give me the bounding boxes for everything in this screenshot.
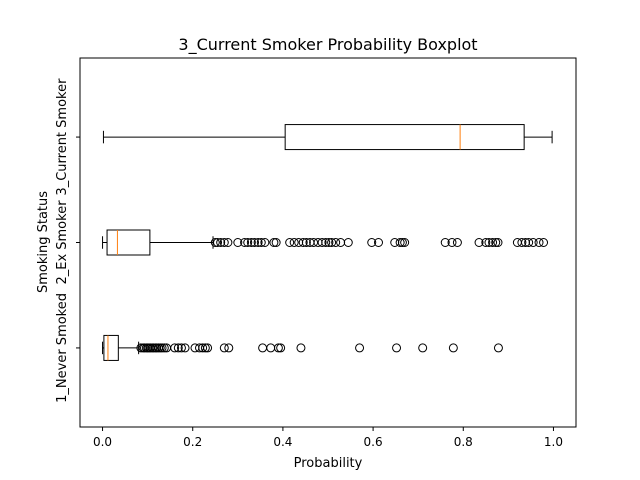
- outlier-point: [321, 238, 331, 247]
- outlier-point: [285, 238, 295, 247]
- outlier-point: [484, 238, 494, 247]
- x-axis-label: Probability: [294, 456, 363, 471]
- outlier-point: [474, 238, 484, 247]
- outlier-point: [336, 238, 346, 247]
- outlier-point: [327, 238, 337, 247]
- outlier-point: [367, 238, 377, 247]
- outlier-point: [374, 238, 384, 247]
- outlier-point: [517, 238, 527, 247]
- outlier-point: [219, 343, 229, 353]
- box-group: [102, 124, 553, 151]
- outlier-point: [180, 343, 190, 353]
- chart-title: 3_Current Smoker Probability Boxplot: [178, 35, 477, 55]
- outlier-point: [243, 238, 253, 247]
- outlier-point: [216, 238, 226, 247]
- outlier-point: [256, 238, 266, 247]
- outlier-point: [240, 238, 250, 247]
- outlier-point: [418, 343, 428, 353]
- box-iqr: [103, 334, 119, 361]
- outlier-point: [301, 238, 311, 247]
- outlier-point: [493, 343, 503, 353]
- y-axis: 1_Never Smoked 2_Ex Smoker 3_Current Smoke…: [55, 78, 80, 403]
- outlier-point: [289, 238, 299, 247]
- outlier-point: [481, 238, 491, 247]
- outlier-point: [317, 238, 327, 247]
- plot-area: [102, 124, 553, 361]
- outlier-point: [223, 238, 233, 247]
- outlier-point: [246, 238, 256, 247]
- outlier-point: [271, 238, 281, 247]
- outlier-point: [157, 343, 167, 353]
- outlier-point: [392, 343, 402, 353]
- box-iqr: [106, 229, 151, 256]
- outlier-point: [528, 238, 538, 247]
- outlier-point: [173, 343, 183, 353]
- outlier-point: [343, 238, 353, 247]
- x-tick-label: 0.4: [273, 435, 292, 449]
- outlier-point: [269, 238, 279, 247]
- outlier-point: [296, 343, 306, 353]
- outlier-point: [258, 343, 268, 353]
- outlier-point: [355, 343, 365, 353]
- outlier-point: [233, 238, 243, 247]
- outlier-point: [493, 238, 503, 247]
- outlier-point: [200, 343, 210, 353]
- outlier-point: [224, 343, 234, 353]
- y-tick-label: 2_Ex Smoker: [55, 200, 70, 285]
- outlier-point: [448, 343, 458, 353]
- outlier-point: [198, 343, 208, 353]
- outlier-point: [440, 238, 450, 247]
- outlier-point: [447, 238, 457, 247]
- outlier-point: [253, 238, 263, 247]
- outlier-point: [213, 238, 223, 247]
- x-tick-label: 0.0: [93, 435, 112, 449]
- x-tick-label: 0.2: [183, 435, 202, 449]
- outlier-point: [397, 238, 407, 247]
- x-tick-label: 0.6: [364, 435, 383, 449]
- outlier-point: [512, 238, 522, 247]
- outlier-point: [400, 238, 410, 247]
- outlier-point: [452, 238, 462, 247]
- outlier-point: [294, 238, 304, 247]
- box-group: [102, 334, 503, 361]
- y-tick-label: 1_Never Smoked: [55, 293, 70, 403]
- outlier-point: [298, 238, 308, 247]
- outlier-point: [159, 343, 169, 353]
- outlier-point: [309, 238, 319, 247]
- outlier-point: [276, 343, 286, 353]
- x-tick-label: 1.0: [544, 435, 563, 449]
- outlier-point: [524, 238, 534, 247]
- outlier-point: [176, 343, 186, 353]
- outlier-point: [190, 343, 200, 353]
- outlier-point: [273, 343, 283, 353]
- outlier-point: [219, 238, 229, 247]
- outlier-point: [266, 343, 276, 353]
- outlier-point: [488, 238, 498, 247]
- outlier-point: [539, 238, 549, 247]
- outlier-point: [260, 238, 270, 247]
- box-group: [102, 229, 549, 256]
- outlier-point: [203, 343, 213, 353]
- outlier-point: [170, 343, 180, 353]
- box-iqr: [284, 124, 525, 151]
- x-tick-label: 0.8: [454, 435, 473, 449]
- outlier-point: [534, 238, 544, 247]
- x-axis: 0.0 0.2 0.4 0.6 0.8 1.0: [93, 427, 563, 449]
- outlier-point: [491, 238, 501, 247]
- outlier-point: [331, 238, 341, 247]
- outlier-point: [324, 238, 334, 247]
- y-axis-label: Smoking Status: [36, 191, 51, 293]
- outlier-point: [395, 238, 405, 247]
- y-tick-label: 3_Current Smoker: [55, 78, 70, 196]
- outlier-point: [250, 238, 260, 247]
- outlier-point: [210, 238, 220, 247]
